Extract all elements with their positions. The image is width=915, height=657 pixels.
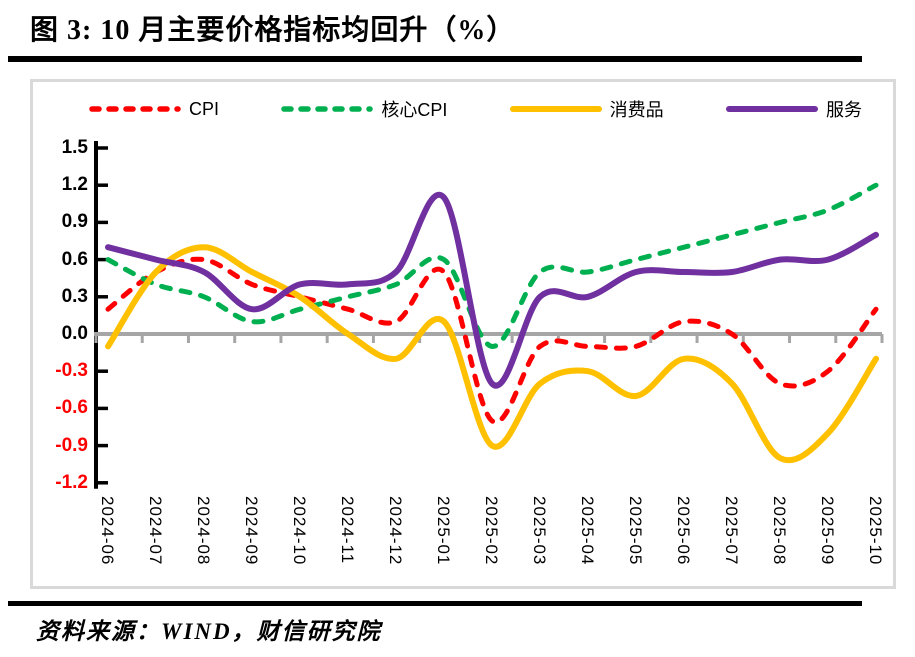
x-tick-label: 2025-01 [434,496,453,566]
x-tick-label: 2024-12 [386,496,405,566]
legend-label: 服务 [825,100,862,120]
x-tick-label: 2024-09 [242,496,261,566]
x-tick-label: 2024-10 [290,496,309,566]
legend-swatch-消费品 [509,106,602,112]
x-tick-label: 2024-06 [98,496,117,566]
legend-swatch-CPI [89,106,181,112]
y-tick-label: -0.9 [55,434,88,456]
y-tick-label: 1.2 [61,174,88,196]
title-rule [8,56,862,62]
series-line-CPI [105,256,879,425]
x-tick-label: 2025-08 [770,496,789,566]
figure-title: 图 3: 10 月主要价格指标均回升（%） [30,15,516,46]
x-tick-label: 2025-07 [722,496,741,566]
x-tick-label: 2025-05 [626,496,645,566]
legend-label: CPI [189,98,220,119]
x-tick-label: 2025-04 [578,496,597,566]
x-tick-label: 2024-11 [338,496,357,565]
x-tick-label: 2025-06 [674,496,693,566]
y-tick-label: -0.3 [55,360,88,382]
legend-label: 消费品 [609,100,664,120]
series-line-核心CPI [105,182,879,349]
x-tick-label: 2025-03 [530,496,549,566]
y-tick-label: -1.2 [55,471,88,493]
legend-item-CPI: CPI [88,99,219,120]
y-tick-label: 0.3 [61,285,88,307]
series-line-服务 [105,191,879,389]
x-tick-label: 2024-08 [194,496,213,566]
legend-label: 核心CPI [381,100,448,120]
y-tick-label: 0.6 [61,248,88,270]
chart-legend: CPI 核心CPI 消费品 服务 [88,97,862,121]
y-tick-label: 1.5 [61,137,88,158]
legend-swatch-核心CPI [281,106,374,112]
y-tick-label: -0.6 [55,397,88,419]
x-tick-label: 2025-02 [482,496,501,566]
legend-item-核心CPI: 核心CPI [280,96,447,122]
legend-item-消费品: 消费品 [509,96,664,122]
legend-swatch-服务 [725,106,818,112]
source-note: 资料来源：WIND，财信研究院 [36,619,382,644]
y-tick-label: 0.9 [61,211,88,233]
x-tick-label: 2024-07 [146,496,165,566]
x-tick-label: 2025-09 [818,496,837,566]
x-tick-label: 2025-10 [866,496,885,566]
bottom-rule [8,601,862,606]
legend-item-服务: 服务 [725,96,862,122]
series-line-消费品 [105,244,879,464]
y-tick-label: 0.0 [61,323,88,344]
